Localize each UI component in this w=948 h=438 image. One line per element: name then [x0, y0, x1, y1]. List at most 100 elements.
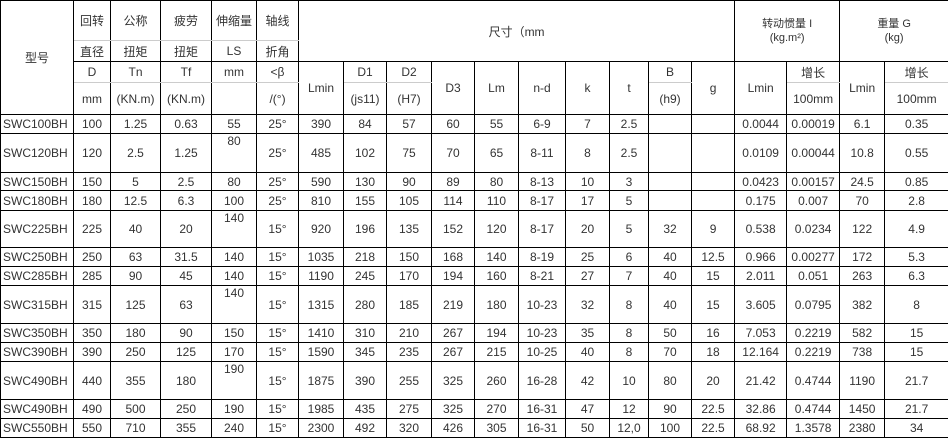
cell-t: 10 — [609, 361, 649, 400]
cell-t: 5 — [609, 210, 649, 248]
cell-model: SWC550BH — [0, 418, 74, 438]
cell-weight-inc: 15 — [884, 342, 948, 362]
cell-ls: 100 — [211, 190, 257, 211]
header-angle-2: 折角 — [256, 40, 299, 62]
table-row: SWC150BH 150 5 2.5 80 25° 590 130 90 89 80 8-13 10 3 0… — [0, 172, 948, 191]
cell-d2: 135 — [386, 210, 432, 248]
cell-weight-lmin: 1190 — [839, 361, 886, 400]
cell-k: 47 — [565, 399, 610, 419]
cell-weight-lmin: 122 — [839, 210, 886, 248]
cell-lm: 194 — [474, 323, 519, 343]
cell-weight-inc: 5.3 — [884, 247, 948, 267]
cell-k: 42 — [565, 361, 610, 400]
cell-lmin: 390 — [298, 114, 344, 134]
cell-lmin: 920 — [298, 210, 344, 248]
cell-inertia-lmin: 12.164 — [734, 342, 788, 362]
header-dimensions: 尺寸（mm — [297, 0, 736, 62]
cell-angle: 15° — [256, 399, 299, 419]
cell-k: 20 — [565, 210, 610, 248]
cell-lmin: 810 — [298, 190, 344, 211]
cell-t: 6 — [609, 247, 649, 267]
inertia-title: 转动惯量 I — [762, 18, 813, 30]
cell-inertia-inc: 0.2219 — [786, 323, 841, 343]
cell-t: 8 — [609, 323, 649, 343]
cell-g — [690, 190, 736, 211]
cell-n-d: 16-28 — [518, 361, 566, 400]
header-ls-2: LS — [211, 40, 257, 62]
cell-model: SWC390BH — [0, 342, 74, 362]
cell-weight-inc: 2.8 — [884, 190, 948, 211]
cell-inertia-inc: 0.4744 — [786, 399, 841, 419]
cell-tf: 90 — [160, 323, 212, 343]
cell-ls: 140 — [211, 266, 257, 286]
cell-k: 35 — [565, 323, 610, 343]
cell-tn: 63 — [110, 247, 161, 267]
cell-g: 16 — [690, 323, 736, 343]
cell-k: 25 — [565, 247, 610, 267]
cell-k: 50 — [565, 418, 610, 438]
cell-d: 350 — [73, 323, 111, 343]
header-d-unit: mm — [73, 82, 111, 115]
cell-d: 550 — [73, 418, 111, 438]
cell-d3: 325 — [431, 399, 475, 419]
cell-ls: 140 — [211, 247, 257, 267]
cell-d3: 168 — [431, 247, 475, 267]
cell-ls: 55 — [211, 114, 257, 134]
header-weight: 重量 G (kg) — [839, 0, 948, 62]
cell-inertia-lmin: 7.053 — [734, 323, 788, 343]
cell-weight-lmin: 738 — [839, 342, 886, 362]
cell-d1: 218 — [343, 247, 387, 267]
header-weight-inc-unit: 100mm — [884, 82, 948, 115]
cell-tn: 1.25 — [110, 114, 161, 134]
cell-model: SWC100BH — [0, 114, 74, 134]
cell-k: 40 — [565, 342, 610, 362]
cell-model: SWC120BH — [0, 133, 74, 173]
header-tn: 公称 — [110, 0, 161, 41]
cell-angle: 15° — [256, 342, 299, 362]
table-header: 型号 回转 公称 疲劳 伸缩量 轴线 尺寸（mm 转动惯量 I (kg.m²) 重… — [0, 0, 948, 115]
header-inertia-inc-unit: 100mm — [786, 82, 841, 115]
cell-inertia-lmin: 0.175 — [734, 190, 788, 211]
cell-weight-inc: 21.7 — [884, 361, 948, 400]
cell-weight-lmin: 382 — [839, 285, 886, 324]
cell-d2: 320 — [386, 418, 432, 438]
header-tf-2: 扭矩 — [160, 40, 212, 62]
cell-g: 22.5 — [690, 399, 736, 419]
cell-inertia-inc: 0.2219 — [786, 342, 841, 362]
cell-angle: 15° — [256, 247, 299, 267]
cell-n-d: 6-9 — [518, 114, 566, 134]
cell-weight-inc: 0.55 — [884, 133, 948, 173]
cell-d: 180 — [73, 190, 111, 211]
cell-weight-lmin: 582 — [839, 323, 886, 343]
cell-lmin: 590 — [298, 172, 344, 191]
cell-b — [648, 190, 692, 211]
header-nd: n-d — [518, 61, 566, 115]
cell-g: 15 — [690, 266, 736, 286]
cell-angle: 15° — [256, 210, 299, 248]
cell-d3: 89 — [431, 172, 475, 191]
cell-angle: 25° — [256, 114, 299, 134]
cell-ls: 190 — [211, 361, 257, 400]
cell-weight-inc: 4.9 — [884, 210, 948, 248]
cell-t: 2.5 — [609, 133, 649, 173]
cell-b: 90 — [648, 399, 692, 419]
cell-inertia-inc: 0.00019 — [786, 114, 841, 134]
cell-angle: 25° — [256, 172, 299, 191]
cell-weight-inc: 34 — [884, 418, 948, 438]
cell-d3: 60 — [431, 114, 475, 134]
cell-inertia-lmin: 0.0044 — [734, 114, 788, 134]
cell-k: 17 — [565, 190, 610, 211]
cell-k: 32 — [565, 285, 610, 324]
cell-tf: 2.5 — [160, 172, 212, 191]
cell-n-d: 16-31 — [518, 399, 566, 419]
cell-ls: 80 — [211, 172, 257, 191]
cell-lm: 180 — [474, 285, 519, 324]
cell-ls: 80 — [211, 133, 257, 173]
cell-inertia-lmin: 0.0423 — [734, 172, 788, 191]
cell-model: SWC490BH — [0, 361, 74, 400]
cell-lmin: 485 — [298, 133, 344, 173]
cell-lm: 140 — [474, 247, 519, 267]
header-lm: Lm — [474, 61, 519, 115]
